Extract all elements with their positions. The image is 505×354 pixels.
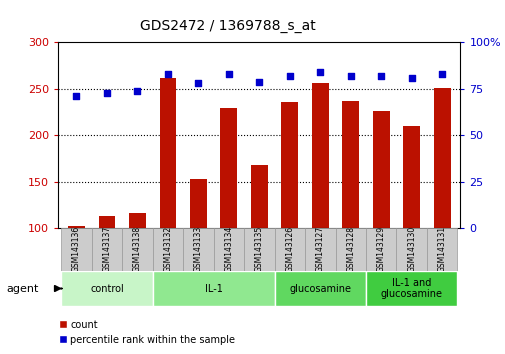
Bar <box>305 228 335 271</box>
Bar <box>189 179 207 321</box>
Text: GSM143128: GSM143128 <box>345 226 355 272</box>
Bar <box>274 271 365 306</box>
Bar <box>281 102 297 321</box>
Text: GSM143137: GSM143137 <box>102 225 111 272</box>
Bar <box>183 228 213 271</box>
Point <box>346 73 354 79</box>
Point <box>255 79 263 84</box>
Bar <box>159 78 176 321</box>
Bar <box>129 212 145 321</box>
Bar <box>342 101 359 321</box>
Bar <box>426 228 457 271</box>
Text: agent: agent <box>6 284 38 293</box>
Point <box>164 71 172 77</box>
Bar <box>220 108 237 321</box>
Bar <box>243 228 274 271</box>
Point <box>133 88 141 94</box>
Bar <box>122 228 153 271</box>
Text: GSM143136: GSM143136 <box>72 225 81 272</box>
Bar <box>61 228 91 271</box>
Bar <box>365 271 457 306</box>
Bar <box>365 228 396 271</box>
Bar <box>153 271 274 306</box>
Bar <box>61 271 153 306</box>
Bar <box>274 228 305 271</box>
Text: GSM143135: GSM143135 <box>255 225 263 272</box>
Text: GSM143127: GSM143127 <box>315 225 324 272</box>
Bar <box>91 228 122 271</box>
Point <box>194 81 202 86</box>
Text: GSM143129: GSM143129 <box>376 225 385 272</box>
Bar <box>250 165 267 321</box>
Point <box>437 71 445 77</box>
Bar <box>68 225 85 321</box>
Text: GSM143130: GSM143130 <box>407 225 416 272</box>
Point <box>224 71 232 77</box>
Text: GDS2472 / 1369788_s_at: GDS2472 / 1369788_s_at <box>139 18 315 33</box>
Text: IL-1: IL-1 <box>204 284 222 293</box>
Bar <box>335 228 365 271</box>
Bar <box>311 84 328 321</box>
Bar <box>213 228 243 271</box>
Text: glucosamine: glucosamine <box>289 284 350 293</box>
Point <box>72 93 80 99</box>
Bar <box>372 111 389 321</box>
Bar <box>402 126 419 321</box>
Text: GSM143126: GSM143126 <box>285 225 294 272</box>
Bar <box>153 228 183 271</box>
Legend: count, percentile rank within the sample: count, percentile rank within the sample <box>56 316 238 348</box>
Point <box>285 73 293 79</box>
Point <box>376 73 384 79</box>
Text: GSM143132: GSM143132 <box>163 225 172 272</box>
Bar <box>433 88 449 321</box>
Text: GSM143134: GSM143134 <box>224 225 233 272</box>
Text: control: control <box>90 284 124 293</box>
Bar <box>98 216 115 321</box>
Text: IL-1 and
glucosamine: IL-1 and glucosamine <box>380 278 442 299</box>
Text: GSM143133: GSM143133 <box>193 225 203 272</box>
Text: GSM143131: GSM143131 <box>437 225 446 272</box>
Point <box>316 69 324 75</box>
Point <box>407 75 415 81</box>
Bar <box>396 228 426 271</box>
Text: GSM143138: GSM143138 <box>133 225 141 272</box>
Point <box>103 90 111 96</box>
